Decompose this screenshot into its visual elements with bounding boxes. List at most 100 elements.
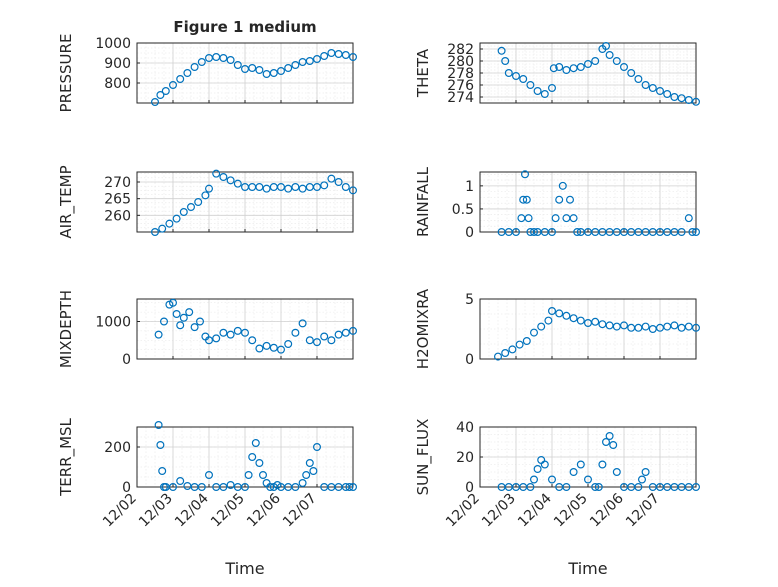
- data-point: [691, 228, 700, 237]
- data-point: [244, 471, 253, 480]
- data-point: [547, 83, 556, 92]
- x-tick-label: 12/06: [587, 490, 627, 530]
- data-point: [641, 80, 650, 89]
- y-tick-label: 40: [456, 420, 474, 436]
- data-point: [609, 441, 618, 450]
- data-point: [504, 68, 513, 77]
- y-tick-label: 900: [104, 56, 131, 72]
- data-point: [313, 54, 322, 63]
- data-point: [309, 467, 318, 476]
- data-point: [161, 86, 170, 95]
- data-point: [212, 169, 221, 178]
- subplot-4: 0 0.5 1 RAINFALL: [414, 166, 700, 241]
- data-point: [284, 340, 293, 349]
- data-point: [634, 483, 643, 492]
- data-point: [605, 50, 614, 59]
- y-tick-label: 5: [465, 292, 474, 308]
- data-point: [612, 468, 621, 477]
- x-tick-label: 12/02: [100, 491, 140, 531]
- data-point: [305, 56, 314, 65]
- data-point: [637, 475, 646, 484]
- data-point: [291, 60, 300, 69]
- data-point: [558, 181, 567, 190]
- data-point: [277, 66, 286, 75]
- y-tick-label: 1000: [95, 315, 131, 331]
- data-point: [334, 330, 343, 339]
- data-point: [187, 203, 196, 212]
- y-tick-label: 0: [465, 352, 474, 368]
- data-point: [154, 421, 163, 430]
- data-point: [684, 95, 693, 104]
- data-point: [555, 195, 564, 204]
- data-point: [349, 483, 358, 492]
- x-tick-label: 12/04: [172, 490, 212, 530]
- x-tick-label: 12/04: [515, 490, 555, 530]
- y-tick-label: 0.5: [452, 202, 474, 218]
- data-point: [598, 460, 607, 469]
- data-point: [160, 317, 169, 326]
- data-point: [555, 309, 564, 318]
- data-point: [196, 317, 205, 326]
- data-point: [176, 477, 185, 486]
- data-point: [619, 321, 628, 330]
- x-tick-label: 12/05: [208, 491, 248, 531]
- data-point: [684, 214, 693, 223]
- data-point: [248, 63, 257, 72]
- data-point: [334, 178, 343, 187]
- data-point: [201, 191, 210, 200]
- y-tick-label: 200: [104, 440, 131, 456]
- data-point: [154, 330, 163, 339]
- data-point: [562, 483, 571, 492]
- data-point: [569, 314, 578, 323]
- data-point: [562, 65, 571, 74]
- y-tick-label: 0: [465, 225, 474, 241]
- data-point: [151, 228, 160, 237]
- y-tick-label: 274: [447, 90, 474, 106]
- data-point: [183, 68, 192, 77]
- data-point: [349, 326, 358, 335]
- y-axis-label: SUN_FLUX: [414, 419, 433, 496]
- data-point: [205, 184, 214, 193]
- data-point: [255, 65, 264, 74]
- data-point: [520, 170, 529, 179]
- subplot-1: 800 900 1000 PRESSURE Figure 1 medium: [57, 18, 358, 112]
- x-tick-label: 12/03: [479, 491, 519, 531]
- axes-frame: [479, 42, 697, 104]
- y-tick-label: 0: [122, 352, 131, 368]
- data-point: [569, 214, 578, 223]
- data-point: [591, 483, 600, 492]
- x-tick-label: 12/02: [443, 491, 483, 531]
- data-point: [169, 298, 178, 307]
- data-point: [219, 483, 228, 492]
- data-point: [349, 186, 358, 195]
- data-point: [233, 326, 242, 335]
- data-point: [277, 183, 286, 192]
- data-point: [226, 176, 235, 185]
- axes-frame: [136, 298, 354, 360]
- data-point: [305, 336, 314, 345]
- data-point: [269, 68, 278, 77]
- data-point: [529, 228, 538, 237]
- data-point: [179, 313, 188, 322]
- data-point: [547, 307, 556, 316]
- y-tick-label: 0: [122, 480, 131, 496]
- data-point: [284, 184, 293, 193]
- y-tick-label: 260: [104, 208, 131, 224]
- data-point: [605, 432, 614, 441]
- data-point: [591, 56, 600, 65]
- y-tick-label: 800: [104, 76, 131, 92]
- data-point: [277, 345, 286, 354]
- data-point: [212, 334, 221, 343]
- data-point: [320, 51, 329, 60]
- data-point: [555, 62, 564, 71]
- y-tick-label: 1000: [95, 36, 131, 52]
- data-point: [291, 183, 300, 192]
- data-point: [165, 219, 174, 228]
- data-point: [327, 174, 336, 183]
- data-point: [284, 63, 293, 72]
- data-point: [197, 57, 206, 66]
- data-point: [551, 214, 560, 223]
- data-point: [601, 41, 610, 50]
- data-point: [302, 471, 311, 480]
